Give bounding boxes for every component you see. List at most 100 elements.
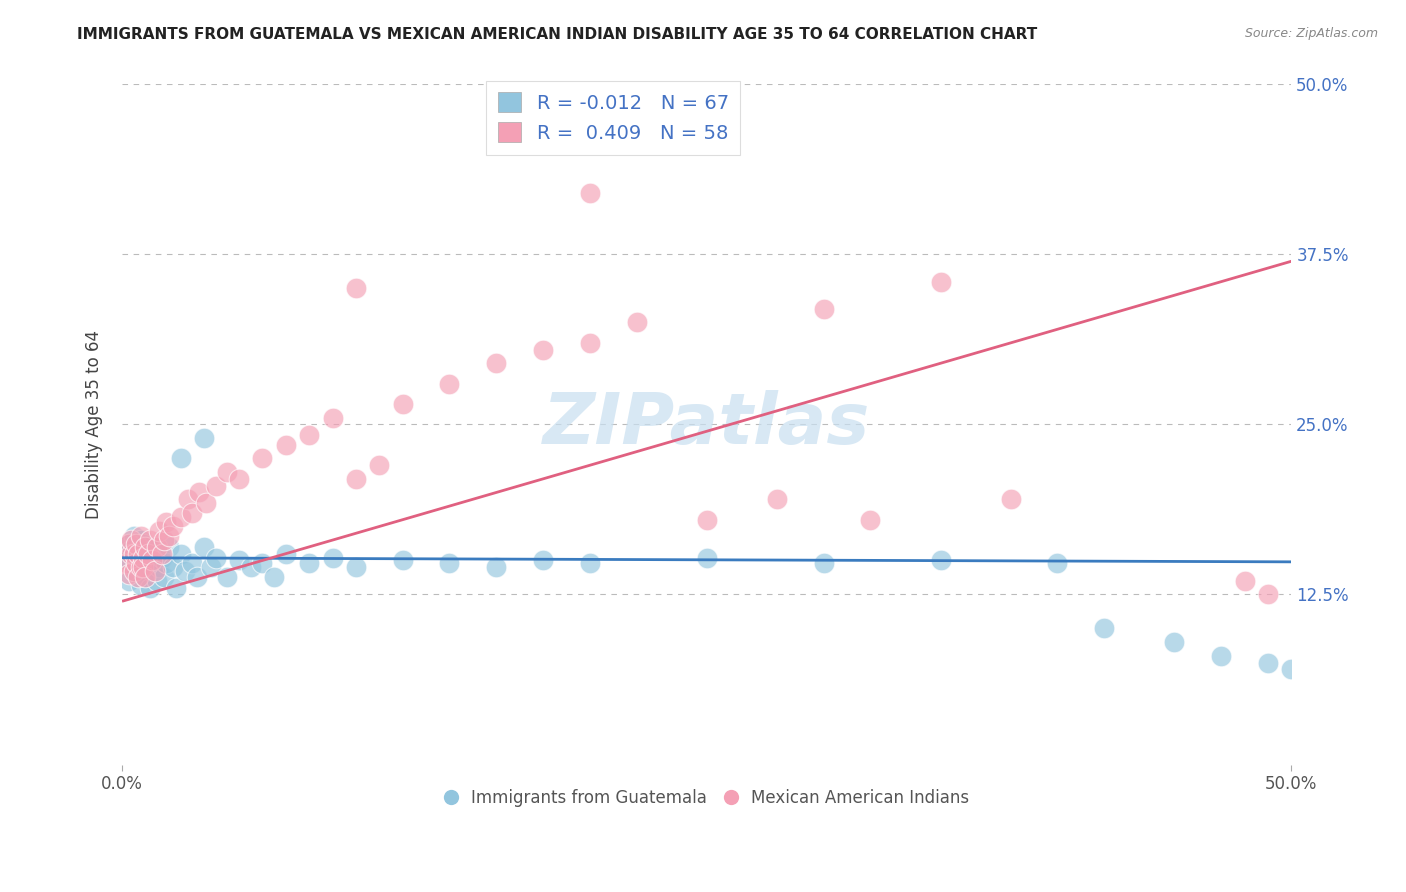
Point <box>122 547 145 561</box>
Point <box>204 550 226 565</box>
Point <box>193 540 215 554</box>
Point <box>578 556 600 570</box>
Point <box>118 537 141 551</box>
Point <box>157 540 180 554</box>
Point <box>252 451 274 466</box>
Point <box>143 565 166 579</box>
Point <box>153 533 176 547</box>
Point <box>200 560 222 574</box>
Point <box>1046 556 1069 570</box>
Point <box>148 560 170 574</box>
Point <box>139 553 162 567</box>
Point <box>118 567 141 582</box>
Point <box>146 574 169 588</box>
Point <box>125 537 148 551</box>
Point <box>134 570 156 584</box>
Point <box>485 560 508 574</box>
Point <box>139 533 162 547</box>
Point <box>1257 587 1279 601</box>
Point <box>127 547 149 561</box>
Point <box>127 542 149 557</box>
Point <box>929 553 952 567</box>
Point <box>129 560 152 574</box>
Point <box>120 547 142 561</box>
Point <box>125 567 148 582</box>
Point <box>626 316 648 330</box>
Point <box>157 529 180 543</box>
Point <box>439 556 461 570</box>
Point <box>150 550 173 565</box>
Point <box>578 186 600 201</box>
Point <box>165 581 187 595</box>
Point <box>155 516 177 530</box>
Point <box>115 556 138 570</box>
Point <box>1092 622 1115 636</box>
Point <box>120 556 142 570</box>
Point <box>134 540 156 554</box>
Point <box>204 478 226 492</box>
Point <box>129 533 152 547</box>
Point <box>1233 574 1256 588</box>
Legend: Immigrants from Guatemala, Mexican American Indians: Immigrants from Guatemala, Mexican Ameri… <box>439 782 976 814</box>
Point <box>344 472 367 486</box>
Point <box>368 458 391 473</box>
Point <box>929 275 952 289</box>
Point <box>531 343 554 357</box>
Point <box>122 529 145 543</box>
Point <box>193 431 215 445</box>
Point <box>155 556 177 570</box>
Point <box>578 335 600 350</box>
Point <box>169 510 191 524</box>
Point <box>531 553 554 567</box>
Point <box>122 563 145 577</box>
Point <box>134 570 156 584</box>
Point <box>115 550 138 565</box>
Point <box>391 397 413 411</box>
Point <box>120 542 142 557</box>
Point <box>132 537 155 551</box>
Point <box>127 570 149 584</box>
Point <box>1257 656 1279 670</box>
Point <box>298 556 321 570</box>
Point <box>1211 648 1233 663</box>
Point <box>391 553 413 567</box>
Point <box>252 556 274 570</box>
Point <box>1163 635 1185 649</box>
Point <box>195 496 218 510</box>
Point <box>129 578 152 592</box>
Point <box>174 565 197 579</box>
Point <box>696 550 718 565</box>
Point <box>217 570 239 584</box>
Point <box>344 560 367 574</box>
Point <box>129 529 152 543</box>
Point <box>136 547 159 561</box>
Point <box>696 513 718 527</box>
Point <box>274 438 297 452</box>
Point <box>228 472 250 486</box>
Text: Source: ZipAtlas.com: Source: ZipAtlas.com <box>1244 27 1378 40</box>
Point <box>274 547 297 561</box>
Point <box>136 540 159 554</box>
Point <box>813 301 835 316</box>
Point <box>188 485 211 500</box>
Point <box>322 410 344 425</box>
Point <box>118 537 141 551</box>
Point <box>132 560 155 574</box>
Point <box>143 556 166 570</box>
Point <box>148 524 170 538</box>
Point <box>439 376 461 391</box>
Point <box>125 556 148 570</box>
Point <box>132 556 155 570</box>
Point <box>136 560 159 574</box>
Point <box>169 451 191 466</box>
Point <box>150 547 173 561</box>
Point <box>344 281 367 295</box>
Point <box>766 492 789 507</box>
Point <box>125 540 148 554</box>
Point <box>813 556 835 570</box>
Point <box>169 547 191 561</box>
Point <box>485 356 508 370</box>
Point <box>176 492 198 507</box>
Y-axis label: Disability Age 35 to 64: Disability Age 35 to 64 <box>86 330 103 519</box>
Point <box>181 556 204 570</box>
